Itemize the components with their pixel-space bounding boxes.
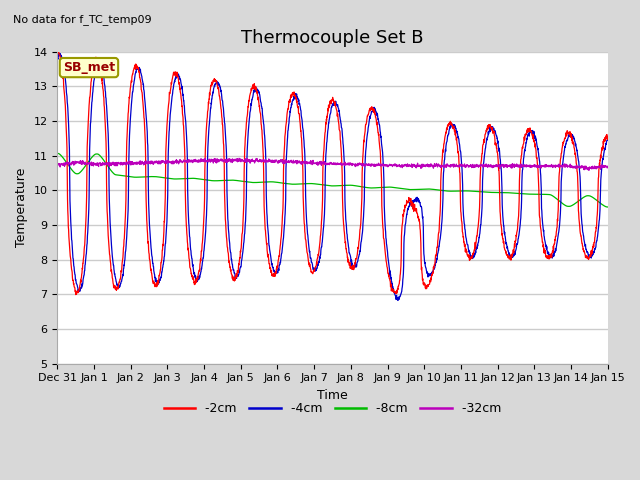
-4cm [394, 298, 402, 303]
-2cm [553, 225, 561, 230]
-4cm [553, 240, 561, 245]
-2cm [54, 49, 61, 55]
-4cm [54, 57, 61, 62]
-2cm [538, 231, 545, 237]
-32cm [553, 163, 561, 168]
-4cm [56, 51, 64, 57]
-32cm [467, 163, 474, 169]
-2cm [305, 261, 313, 267]
Y-axis label: Temperature: Temperature [15, 168, 28, 247]
-32cm [604, 164, 611, 169]
X-axis label: Time: Time [317, 389, 348, 402]
-8cm [603, 204, 611, 210]
Title: Thermocouple Set B: Thermocouple Set B [241, 29, 424, 48]
-2cm [604, 134, 611, 140]
Line: -32cm: -32cm [58, 158, 607, 170]
-4cm [467, 254, 475, 260]
-32cm [305, 160, 312, 166]
-8cm [553, 196, 561, 202]
-32cm [604, 165, 611, 171]
Text: No data for f_TC_temp09: No data for f_TC_temp09 [13, 14, 152, 25]
-32cm [235, 156, 243, 161]
-8cm [54, 151, 61, 156]
-4cm [604, 137, 611, 143]
-8cm [363, 185, 371, 191]
Line: -2cm: -2cm [58, 50, 607, 295]
-8cm [604, 204, 611, 210]
-32cm [363, 162, 371, 168]
-2cm [604, 136, 611, 142]
-32cm [585, 168, 593, 173]
-2cm [467, 254, 475, 260]
-8cm [467, 188, 474, 194]
-2cm [54, 47, 62, 53]
-4cm [538, 186, 545, 192]
-32cm [537, 163, 545, 168]
Text: SB_met: SB_met [63, 61, 115, 74]
-4cm [604, 137, 611, 143]
-2cm [364, 114, 371, 120]
-8cm [537, 192, 545, 197]
-8cm [305, 180, 312, 186]
-4cm [305, 242, 312, 248]
Line: -8cm: -8cm [58, 154, 607, 207]
Legend:  -2cm,  -4cm,  -8cm,  -32cm: -2cm, -4cm, -8cm, -32cm [159, 397, 506, 420]
-32cm [54, 160, 61, 166]
-4cm [363, 136, 371, 142]
-2cm [72, 292, 79, 298]
Line: -4cm: -4cm [58, 54, 607, 300]
